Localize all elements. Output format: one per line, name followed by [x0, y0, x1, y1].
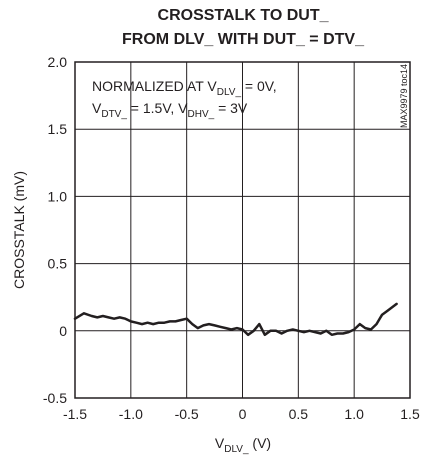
x-tick-label: -0.5 [175, 406, 199, 422]
annotation-line-2-post-a: = 1.5V, [127, 100, 178, 116]
annotation-line-2: VDTV_ = 1.5V, VDHV_ = 3V [92, 100, 248, 120]
x-tick-label: -1.0 [119, 406, 143, 422]
x-axis-label: VDLV_ (V) [215, 435, 271, 455]
y-tick-label: -0.5 [43, 390, 67, 406]
y-tick-label: 1.0 [48, 188, 68, 204]
annotation-line-2-sub-b: DHV_ [188, 109, 215, 120]
figure-id-label: MAX9979 toc14 [399, 64, 409, 128]
annotation-line-2-main-a: V [92, 100, 102, 116]
annotation-line-2-main-b: V [178, 100, 188, 116]
annotation-line-2-sub-a: DTV_ [101, 109, 127, 120]
x-axis-label-tail: (V) [249, 435, 272, 451]
annotation-line-1-sub: DLV_ [217, 87, 242, 98]
annotation-line-1-pre: NORMALIZED AT V [92, 78, 217, 94]
x-axis-label-sub: DLV_ [224, 444, 249, 455]
annotation-line-1: NORMALIZED AT VDLV_ = 0V, [92, 78, 277, 98]
x-tick-label: -1.5 [63, 406, 87, 422]
y-tick-label: 2.0 [48, 54, 68, 70]
chart-title-line-2: FROM DLV_ WITH DUT_ = DTV_ [122, 31, 365, 48]
y-tick-label: 0.5 [48, 256, 68, 272]
x-tick-label: 1.5 [400, 406, 420, 422]
y-tick-label: 1.5 [48, 121, 68, 137]
annotation-line-1-post: = 0V, [241, 78, 277, 94]
tick-labels: -1.5 -1.0 -0.5 0 0.5 1.0 1.5 -0.5 0 0.5 1.0 1.5 2.0 [43, 54, 420, 422]
x-tick-label: 0 [239, 406, 247, 422]
y-tick-label: 0 [59, 323, 67, 339]
x-tick-label: 0.5 [289, 406, 309, 422]
y-axis-label: CROSSTALK (mV) [11, 171, 27, 289]
crosstalk-series-line [73, 302, 398, 337]
x-axis-label-main: V [215, 435, 225, 451]
annotation-line-2-post-b: = 3V [214, 100, 248, 116]
x-tick-label: 1.0 [344, 406, 364, 422]
plot-frame [74, 61, 411, 399]
chart-title-line-1: CROSSTALK TO DUT_ [158, 7, 330, 24]
